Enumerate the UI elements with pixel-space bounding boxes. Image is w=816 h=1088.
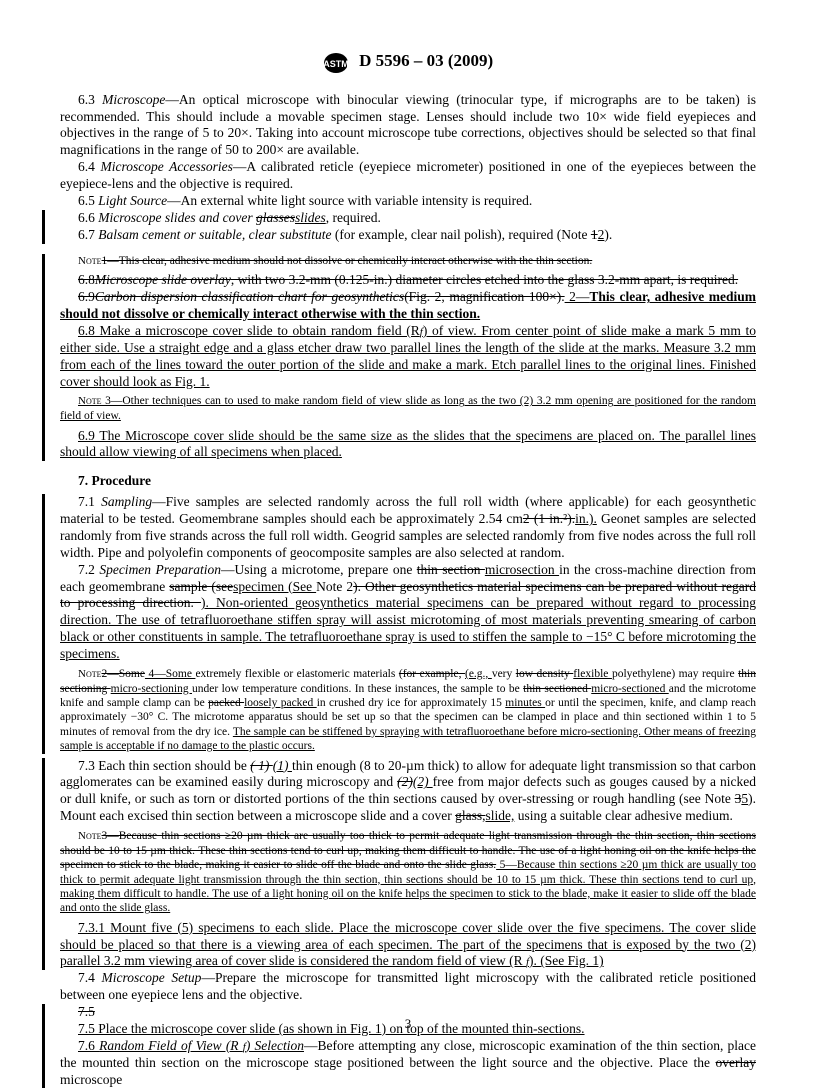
page-container: ASTM D 5596 – 03 (2009) 6.3 Microscope—A… [0, 0, 816, 1056]
note-1-struck: Note1—This clear, adhesive medium should… [60, 254, 756, 269]
section-7-6-new: 7.6 Random Field of View (R f) Selection… [60, 1038, 756, 1088]
page-number: 3 [0, 1016, 816, 1032]
section-6-7: 6.7 Balsam cement or suitable, clear sub… [60, 227, 756, 244]
section-6-9-old: 6.9Carbon dispersion classification char… [60, 289, 756, 323]
section-6-8-new: 6.8 Make a microscope cover slide to obt… [60, 323, 756, 391]
astm-logo: ASTM [323, 51, 349, 74]
note-4: Note2—Some 4—Some extremely flexible or … [60, 667, 756, 754]
section-7-heading: 7. Procedure [60, 473, 756, 490]
section-6-4: 6.4 Microscope Accessories—A calibrated … [60, 159, 756, 193]
section-7-2: 7.2 Specimen Preparation—Using a microto… [60, 562, 756, 663]
designation-text: D 5596 – 03 (2009) [359, 51, 493, 70]
section-7-1: 7.1 Sampling—Five samples are selected r… [60, 494, 756, 562]
section-7-3: 7.3 Each thin section should be ( 1) (1)… [60, 758, 756, 826]
page-header: ASTM D 5596 – 03 (2009) [60, 50, 756, 74]
section-7-4: 7.4 Microscope Setup—Prepare the microsc… [60, 970, 756, 1004]
section-7-3-1: 7.3.1 Mount five (5) specimens to each s… [60, 920, 756, 971]
svg-text:ASTM: ASTM [323, 59, 349, 69]
note-5: Note3—Because thin sections ≥20 µm thick… [60, 829, 756, 916]
section-6-9-new: 6.9 The Microscope cover slide should be… [60, 428, 756, 462]
section-6-6: 6.6 Microscope slides and cover glassess… [60, 210, 756, 227]
section-6-8-old: 6.8Microscope slide overlay, with two 3.… [60, 272, 756, 289]
section-6-3: 6.3 Microscope—An optical microscope wit… [60, 92, 756, 160]
section-6-5: 6.5 Light Source—An external white light… [60, 193, 756, 210]
note-3-new: Note 3—Other techniques can to used to m… [60, 394, 756, 423]
